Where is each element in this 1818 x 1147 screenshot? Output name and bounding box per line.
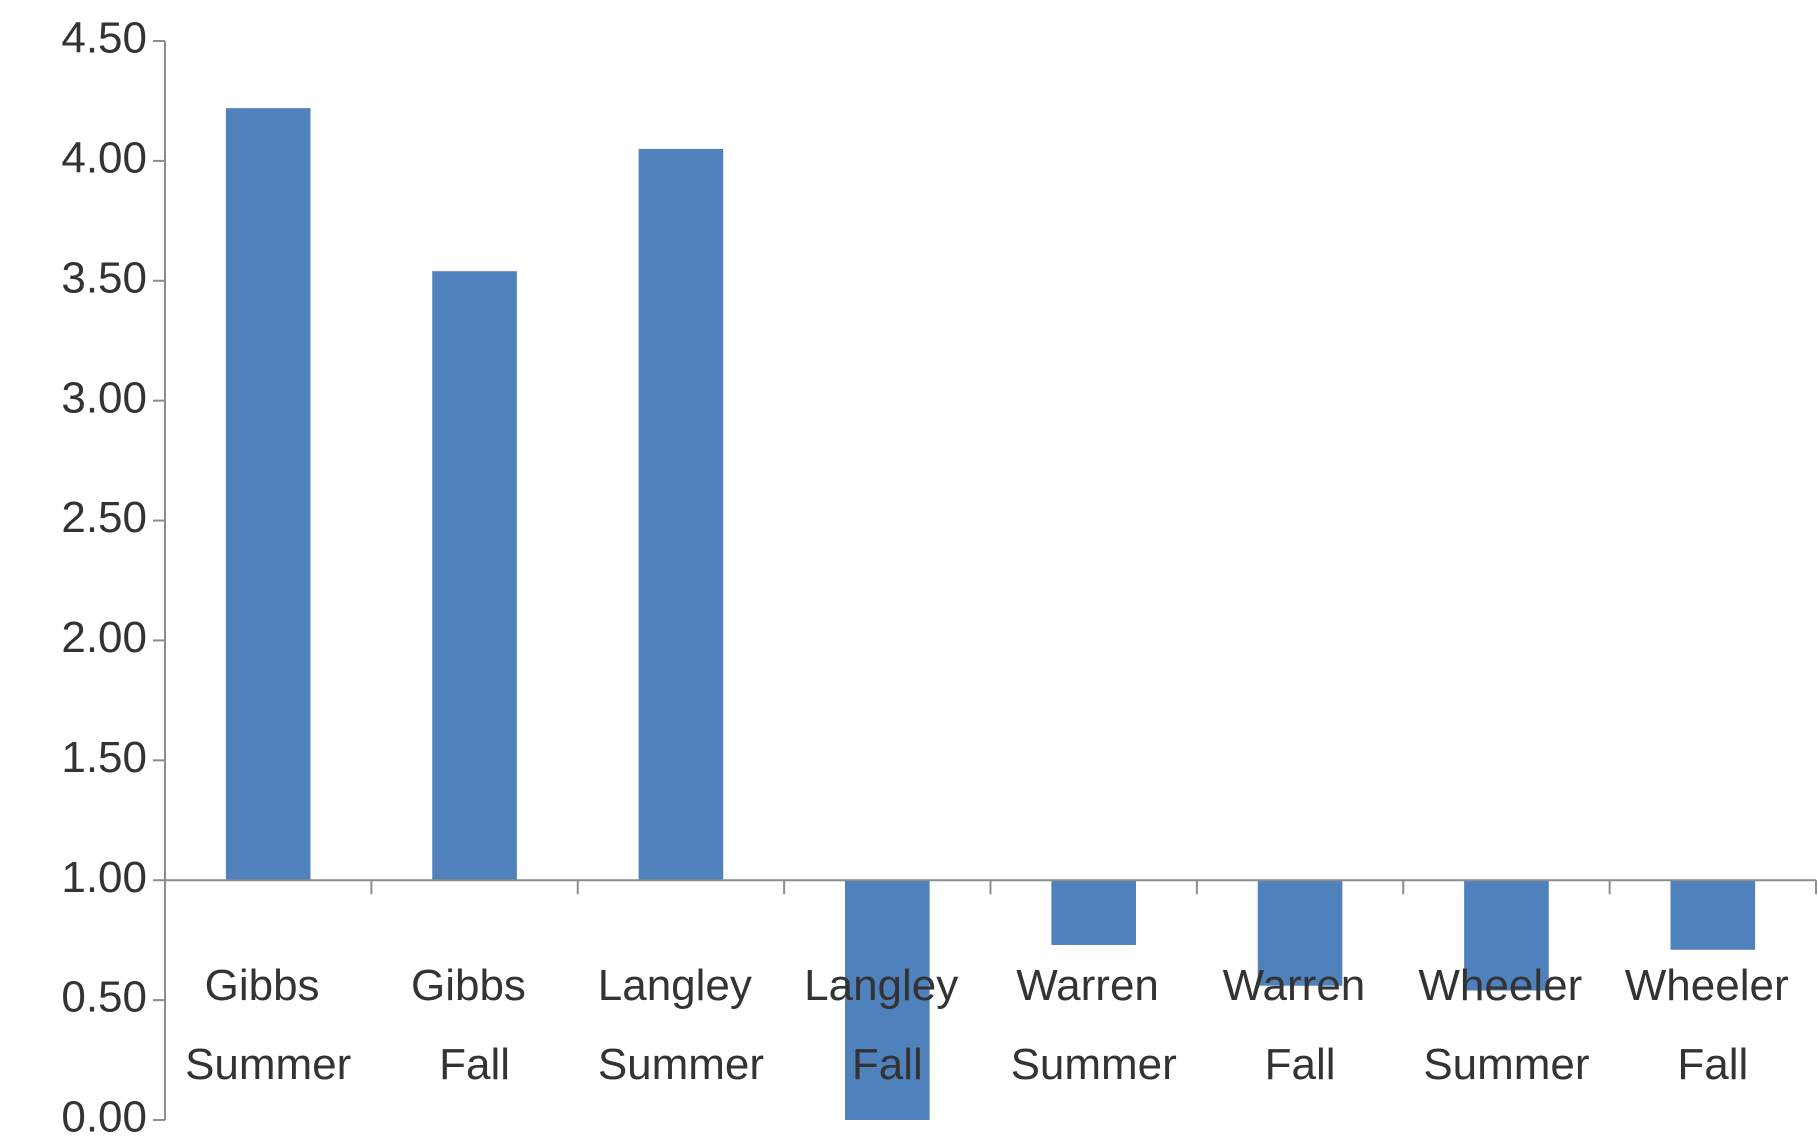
bar [845,880,930,1120]
x-tick-label: Gibbs Fall [411,961,538,1089]
y-tick-label: 0.00 [61,1093,147,1142]
y-tick-label: 4.00 [61,134,147,183]
bar [1257,880,1343,986]
y-tick-label: 0.50 [61,973,147,1022]
y-tick-label: 2.50 [61,493,147,542]
x-tick-label: Warren Fall [1223,961,1378,1089]
bar [638,148,724,881]
y-tick-label: 3.50 [61,253,147,302]
x-tick-label: Warren Summer [1011,961,1177,1089]
y-tick-label: 3.00 [61,373,147,422]
x-tick-label: Langley Fall [804,961,970,1089]
y-tick-label: 4.50 [61,14,147,63]
y-tick-label: 1.50 [61,733,147,782]
x-tick-label: Gibbs Summer [185,961,351,1089]
x-tick-label: Wheeler Summer [1418,961,1594,1089]
y-tick-label: 2.00 [61,613,147,662]
x-tick-label: Wheeler Fall [1625,961,1801,1089]
bar [1464,880,1549,991]
bar [1670,880,1756,950]
bar [225,108,311,881]
bar [1051,880,1136,945]
x-tick-label: Langley Summer [598,961,764,1089]
y-tick-label: 1.00 [61,853,147,902]
bar [432,271,517,881]
